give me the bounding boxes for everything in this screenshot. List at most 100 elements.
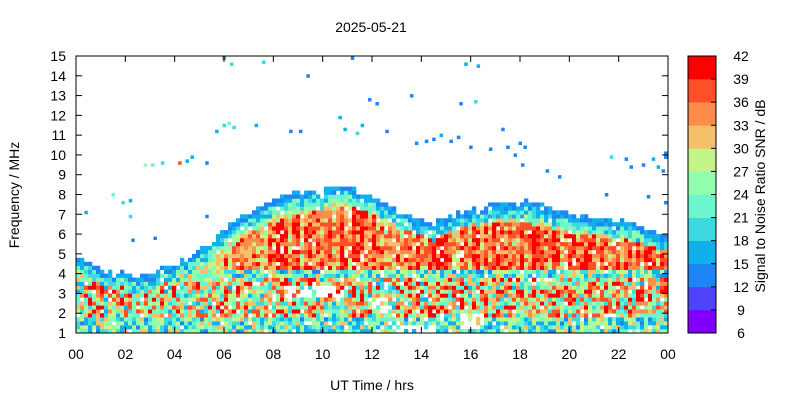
heatmap-cell	[228, 313, 233, 318]
heatmap-cell	[400, 277, 405, 282]
heatmap-cell	[348, 297, 353, 302]
heatmap-cell	[416, 269, 421, 274]
heatmap-cell	[460, 214, 465, 219]
heatmap-cell	[376, 253, 381, 259]
heatmap-cell	[132, 313, 137, 318]
heatmap-cell	[488, 249, 493, 255]
heatmap-cell	[324, 305, 329, 310]
heatmap-cell	[80, 289, 85, 294]
heatmap-cell	[624, 285, 629, 290]
heatmap-cell	[364, 285, 369, 290]
heatmap-cell	[352, 245, 357, 251]
heatmap-cell	[660, 305, 665, 310]
heatmap-cell	[104, 289, 109, 294]
heatmap-cell	[412, 269, 417, 274]
heatmap-cell	[640, 285, 645, 290]
heatmap-cell	[364, 234, 369, 239]
heatmap-cell	[84, 309, 89, 314]
heatmap-cell	[580, 218, 585, 223]
heatmap-cell	[220, 273, 225, 278]
heatmap-cell	[296, 194, 301, 199]
heatmap-cell	[312, 313, 317, 318]
heatmap-cell	[300, 265, 305, 270]
heatmap-cell	[464, 249, 469, 255]
heatmap-cell	[304, 234, 309, 239]
heatmap-cell	[332, 218, 337, 223]
heatmap-cell	[580, 234, 585, 239]
heatmap-cell	[360, 289, 365, 294]
heatmap-cell	[488, 329, 493, 334]
heatmap-cell	[472, 297, 477, 302]
heatmap-cell	[420, 234, 425, 239]
heatmap-cell	[304, 253, 309, 259]
heatmap-cell	[652, 313, 657, 318]
heatmap-cell	[656, 234, 661, 239]
heatmap-cell	[572, 297, 577, 302]
heatmap-cell	[548, 301, 553, 306]
heatmap-cell	[488, 226, 493, 231]
heatmap-cell	[396, 305, 401, 310]
heatmap-cell	[152, 289, 157, 294]
heatmap-cell	[664, 285, 669, 290]
heatmap-cell	[548, 238, 553, 243]
heatmap-cell	[456, 321, 461, 326]
heatmap-cell	[344, 305, 349, 310]
heatmap-cell	[300, 218, 305, 223]
heatmap-cell	[264, 325, 269, 330]
heatmap-cell	[180, 305, 185, 310]
heatmap-cell	[352, 190, 357, 195]
heatmap-cell	[312, 226, 317, 231]
heatmap-cell	[160, 317, 165, 322]
heatmap-cell	[536, 234, 541, 239]
heatmap-cell	[304, 317, 309, 322]
heatmap-cell	[308, 190, 313, 195]
heatmap-cell	[540, 329, 545, 334]
heatmap-cell	[296, 289, 301, 294]
heatmap-cell	[452, 325, 457, 330]
heatmap-cell	[232, 281, 237, 286]
heatmap-cell	[304, 273, 309, 278]
heatmap-cell	[568, 234, 573, 239]
heatmap-cell	[192, 301, 197, 306]
heatmap-cell	[116, 321, 121, 326]
heatmap-cell	[624, 293, 629, 298]
heatmap-cell	[560, 329, 565, 334]
heatmap-cell	[528, 261, 533, 267]
heatmap-cell	[520, 273, 525, 278]
heatmap-cell	[444, 293, 449, 298]
heatmap-cell	[636, 325, 641, 330]
sporadic-echo	[664, 151, 668, 155]
heatmap-cell	[400, 297, 405, 302]
heatmap-cell	[152, 313, 157, 318]
heatmap-cell	[624, 273, 629, 278]
heatmap-cell	[360, 218, 365, 223]
heatmap-cell	[240, 249, 245, 255]
heatmap-cell	[428, 222, 433, 227]
heatmap-cell	[576, 325, 581, 330]
heatmap-cell	[620, 253, 625, 259]
heatmap-cell	[372, 214, 377, 219]
colorbar-tick-label: 33	[733, 117, 749, 133]
heatmap-cell	[308, 329, 313, 334]
heatmap-cell	[644, 253, 649, 259]
heatmap-cell	[512, 218, 517, 223]
heatmap-cell	[396, 226, 401, 231]
heatmap-cell	[252, 293, 257, 298]
heatmap-cell	[288, 226, 293, 231]
colorbar-segment	[688, 286, 716, 311]
heatmap-cell	[172, 309, 177, 314]
heatmap-cell	[420, 285, 425, 290]
heatmap-cell	[324, 297, 329, 302]
heatmap-cell	[220, 297, 225, 302]
heatmap-cell	[416, 261, 421, 267]
heatmap-cell	[236, 234, 241, 239]
heatmap-cell	[192, 269, 197, 274]
heatmap-cell	[520, 238, 525, 243]
heatmap-cell	[508, 265, 513, 270]
heatmap-cell	[340, 245, 345, 251]
heatmap-cell	[368, 234, 373, 239]
heatmap-cell	[168, 285, 173, 290]
heatmap-cell	[228, 234, 233, 239]
heatmap-cell	[484, 206, 489, 211]
heatmap-cell	[524, 289, 529, 294]
